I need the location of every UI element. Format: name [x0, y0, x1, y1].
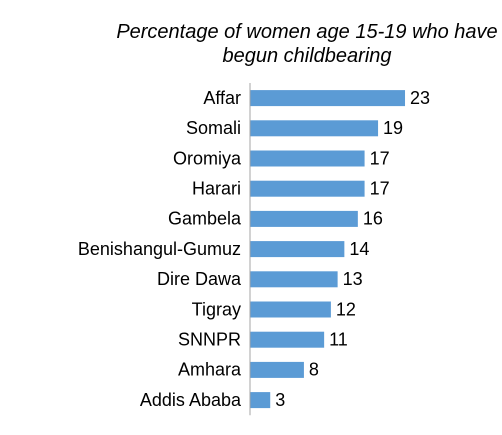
bar [250, 120, 379, 137]
bar [250, 331, 325, 348]
data-label: 17 [370, 148, 390, 168]
data-label: 23 [410, 88, 430, 108]
data-label: 12 [336, 299, 356, 319]
data-label: 11 [329, 329, 348, 349]
y-tick-label: Somali [186, 118, 241, 138]
bar [250, 392, 271, 409]
y-tick-label: Harari [192, 178, 241, 198]
bar [250, 210, 358, 227]
data-label: 19 [383, 118, 403, 138]
data-label: 14 [349, 239, 369, 259]
data-label: 13 [343, 269, 363, 289]
chart-title: Percentage of women age 15-19 who have b… [116, 21, 498, 67]
y-tick-label: Affar [203, 88, 241, 108]
bar [250, 271, 338, 288]
y-tick-label: Gambela [168, 209, 242, 229]
data-label: 17 [370, 178, 390, 198]
bar [250, 90, 406, 107]
bar [250, 361, 304, 378]
bar [250, 150, 365, 167]
y-tick-label: Dire Dawa [157, 269, 242, 289]
data-label: 3 [275, 390, 285, 410]
y-tick-label: Benishangul-Gumuz [78, 239, 241, 259]
y-tick-label: Oromiya [173, 148, 242, 168]
y-tick-label: Amhara [178, 360, 242, 380]
bar [250, 241, 345, 258]
data-label: 8 [309, 360, 319, 380]
data-label: 16 [363, 209, 383, 229]
bar [250, 301, 331, 318]
y-tick-label: Addis Ababa [140, 390, 242, 410]
bar [250, 180, 365, 197]
y-tick-label: SNNPR [178, 329, 241, 349]
y-tick-label: Tigray [192, 299, 241, 319]
